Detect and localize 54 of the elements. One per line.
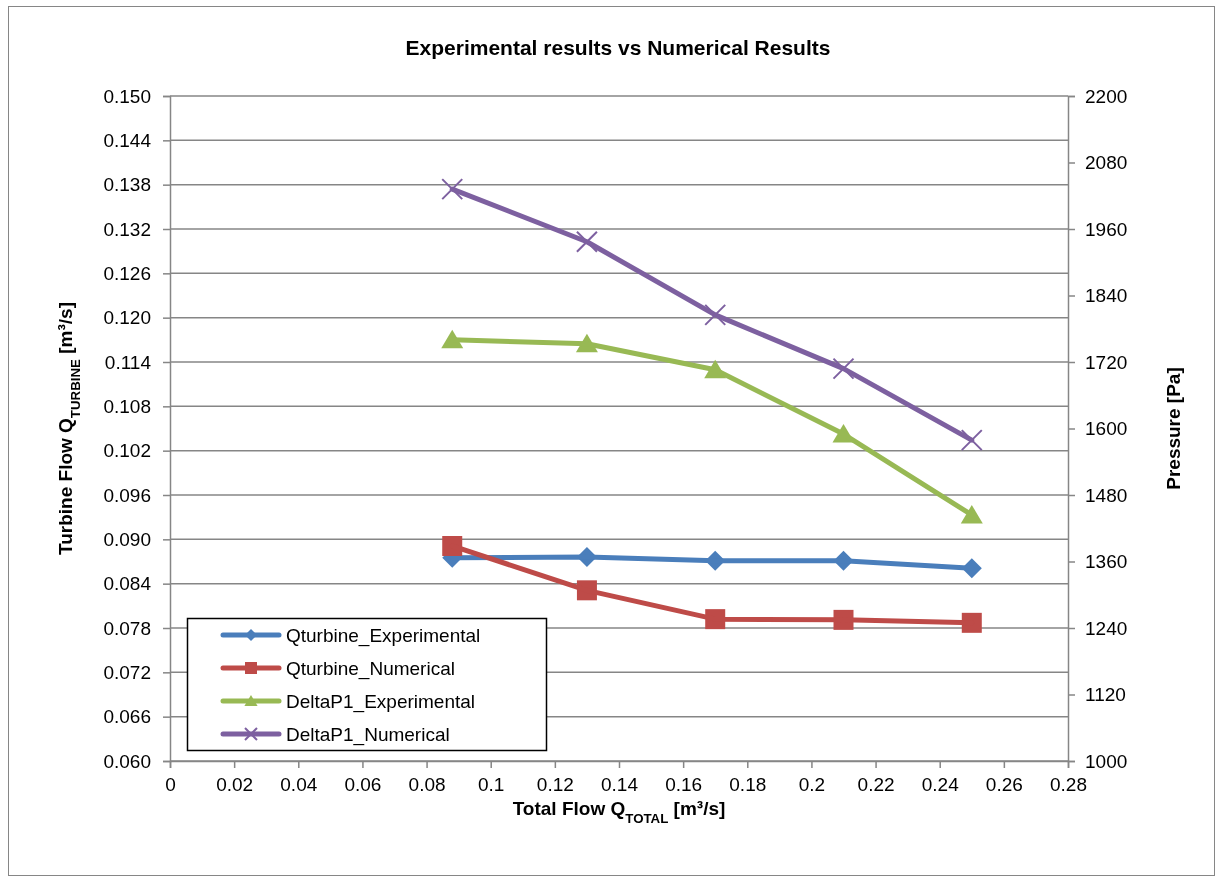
y2-tick-label: 1360 <box>1085 551 1128 573</box>
y-tick-label: 0.144 <box>103 129 152 151</box>
x-tick-label: 0.16 <box>665 774 703 796</box>
y-tick-label: 0.138 <box>103 174 151 196</box>
x-tick-label: 0.12 <box>536 774 574 796</box>
x-tick-label: 0.2 <box>798 774 826 796</box>
y-tick-label: 0.120 <box>103 307 151 329</box>
legend-label: DeltaP1_Numerical <box>286 724 450 746</box>
point <box>832 357 855 380</box>
x-tick-label: 0.18 <box>729 774 767 796</box>
y2-tick-label: 1480 <box>1085 484 1128 506</box>
y-tick-label: 0.060 <box>103 750 151 772</box>
y2-tick-label: 1720 <box>1085 351 1128 373</box>
point <box>960 429 983 452</box>
x-tick-label: 0 <box>165 774 176 796</box>
y-tick-label: 0.150 <box>103 85 151 107</box>
x-tick-label: 0.14 <box>601 774 639 796</box>
y2-tick-label: 1960 <box>1085 218 1128 240</box>
y-tick-label: 0.066 <box>103 706 151 728</box>
y-tick-label: 0.108 <box>103 395 151 417</box>
y2-tick-label: 1240 <box>1085 617 1128 639</box>
legend-label: Qturbine_Experimental <box>286 625 481 647</box>
y-tick-label: 0.072 <box>103 661 151 683</box>
y2-tick-label: 2200 <box>1085 85 1128 107</box>
y2-tick-label: 1120 <box>1085 684 1126 706</box>
y2-axis-title: Pressure [Pa] <box>1163 367 1184 490</box>
y-tick-label: 0.084 <box>103 573 152 595</box>
y-tick-label: 0.090 <box>103 528 151 550</box>
y-tick-label: 0.132 <box>103 218 151 240</box>
x-tick-label: 0.28 <box>1050 774 1087 796</box>
x-tick-label: 0.1 <box>478 774 505 796</box>
chart-title: Experimental results vs Numerical Results <box>405 36 831 59</box>
point <box>441 178 464 201</box>
point <box>575 230 598 253</box>
y-tick-label: 0.126 <box>103 262 151 284</box>
x-tick-label: 0.02 <box>216 774 254 796</box>
y-tick-label: 0.096 <box>103 484 151 506</box>
y-tick-label: 0.114 <box>104 351 152 373</box>
legend-label: DeltaP1_Experimental <box>286 691 476 713</box>
x-tick-label: 0.06 <box>344 774 382 796</box>
x-axis-title: Total Flow Q$_{TOTAL}$ [m³/s] <box>512 798 726 826</box>
x-tick-label: 0.04 <box>280 774 318 796</box>
y-tick-label: 0.078 <box>103 617 151 639</box>
y2-tick-label: 2080 <box>1085 152 1128 174</box>
x-tick-label: 0.24 <box>921 774 960 796</box>
legend-label: Qturbine_Numerical <box>286 658 455 680</box>
x-tick-label: 0.08 <box>408 774 446 796</box>
y-tick-label: 0.102 <box>103 440 151 462</box>
y2-tick-label: 1840 <box>1085 285 1128 307</box>
y2-tick-label: 1000 <box>1085 750 1128 772</box>
x-tick-label: 0.22 <box>857 774 895 796</box>
x-tick-label: 0.26 <box>985 774 1023 796</box>
y2-tick-label: 1600 <box>1085 418 1128 440</box>
point <box>704 303 727 326</box>
